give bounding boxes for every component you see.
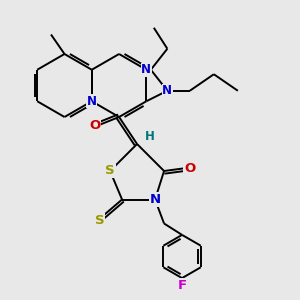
- Text: S: S: [95, 214, 104, 227]
- Text: S: S: [105, 164, 115, 178]
- Text: O: O: [184, 161, 195, 175]
- Text: O: O: [89, 119, 101, 133]
- Text: H: H: [145, 130, 154, 143]
- Text: N: N: [149, 193, 161, 206]
- Text: N: N: [87, 95, 97, 108]
- Text: N: N: [141, 63, 151, 76]
- Text: N: N: [162, 84, 172, 97]
- Text: F: F: [178, 279, 187, 292]
